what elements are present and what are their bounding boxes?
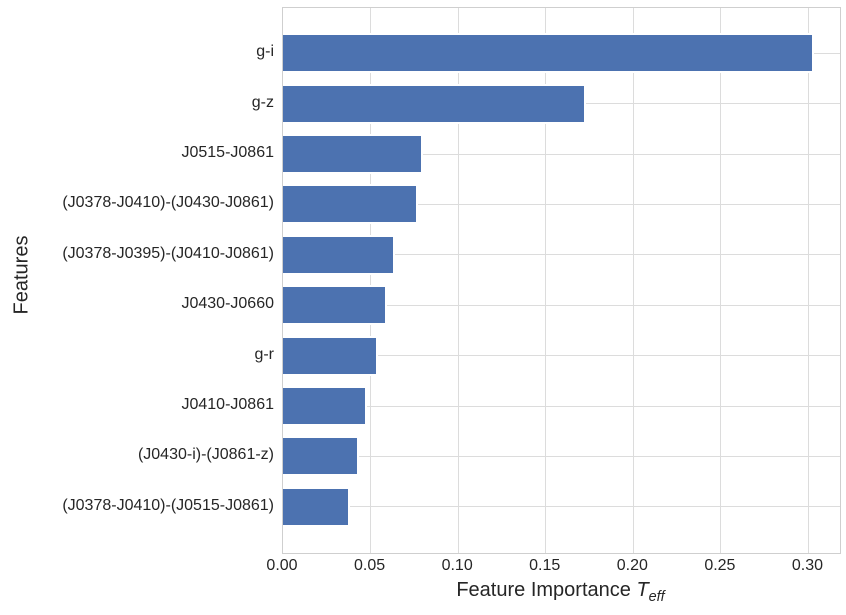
bar xyxy=(283,33,814,74)
gridline-vertical xyxy=(457,8,459,553)
gridline-vertical xyxy=(370,8,372,553)
bar xyxy=(283,83,587,124)
gridline-horizontal xyxy=(283,153,840,155)
gridline-horizontal xyxy=(283,355,840,357)
y-tick-label: J0410-J0861 xyxy=(181,396,274,413)
y-tick-label: J0430-J0660 xyxy=(181,295,274,313)
gridline-horizontal xyxy=(283,405,840,407)
bar xyxy=(283,335,378,376)
gridline-horizontal xyxy=(283,455,840,457)
gridline-vertical xyxy=(632,8,634,553)
gridline-vertical xyxy=(545,8,547,553)
y-tick-label: g-i xyxy=(256,43,274,61)
x-tick-label: 0.10 xyxy=(441,557,473,574)
y-tick-label: (J0378-J0395)-(J0410-J0861) xyxy=(62,244,274,262)
bar xyxy=(283,486,350,527)
gridline-vertical xyxy=(807,8,809,553)
gridline-horizontal xyxy=(283,203,840,205)
y-tick-label: (J0378-J0410)-(J0515-J0861) xyxy=(62,496,274,514)
x-axis-label-subscript: eff xyxy=(648,589,665,605)
x-tick-label: 0.25 xyxy=(704,557,736,574)
y-tick-label: J0515-J0861 xyxy=(181,144,274,161)
bar xyxy=(283,234,396,275)
bar xyxy=(283,285,387,326)
bar xyxy=(283,436,359,477)
y-tick-label: g-r xyxy=(254,345,274,363)
x-axis-label: Feature Importance Teff xyxy=(282,579,839,605)
gridline-horizontal xyxy=(283,304,840,306)
y-tick-label: (J0430-i)-(J0861-z) xyxy=(137,446,274,464)
x-tick-label: 0.30 xyxy=(791,557,824,574)
gridline-vertical xyxy=(720,8,722,553)
x-tick-label: 0.00 xyxy=(266,557,298,574)
plot-area xyxy=(282,7,841,554)
bar xyxy=(283,134,424,174)
bar xyxy=(283,386,368,426)
y-tick-label: (J0378-J0410)-(J0430-J0861) xyxy=(62,194,274,212)
x-axis-label-symbol: T xyxy=(636,579,649,601)
x-axis-label-text: Feature Importance xyxy=(456,579,637,601)
x-tick-label: 0.20 xyxy=(616,557,648,574)
bar xyxy=(283,184,419,225)
gridline-horizontal xyxy=(283,254,840,256)
x-tick-label: 0.05 xyxy=(354,557,386,574)
x-tick-label: 0.15 xyxy=(529,557,561,574)
gridline-horizontal xyxy=(283,506,840,508)
y-tick-label: g-z xyxy=(251,93,274,111)
